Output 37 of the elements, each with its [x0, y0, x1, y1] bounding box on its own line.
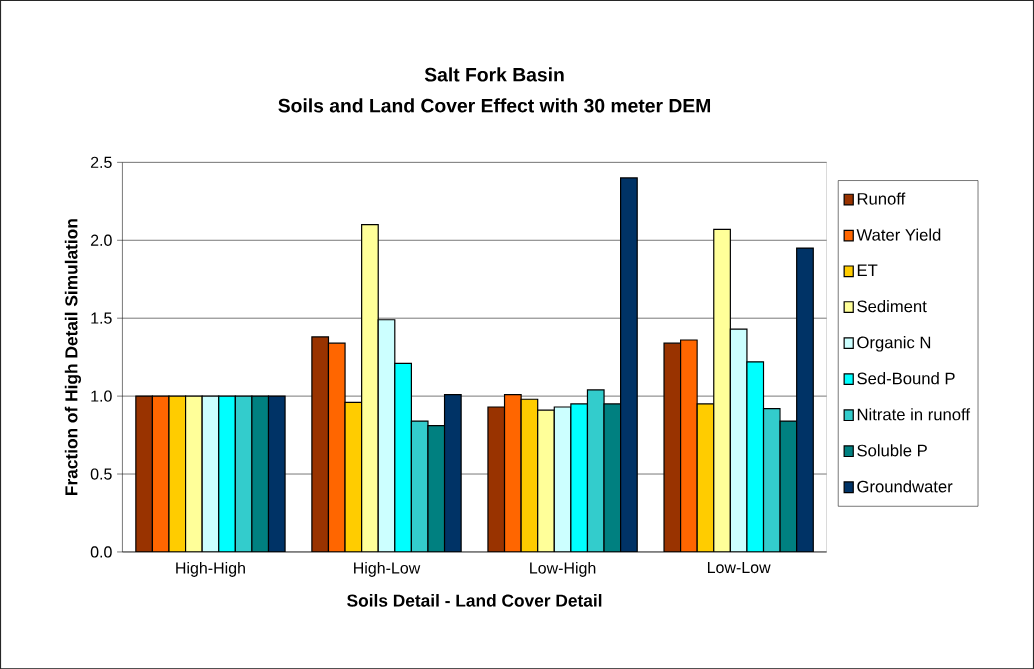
y-axis-title: Fraction of High Detail Simulation: [64, 219, 82, 495]
x-axis-title: Soils Detail - Land Cover Detail: [347, 593, 602, 607]
bar: [184, 395, 203, 552]
bar: [361, 223, 379, 552]
bar: [503, 393, 522, 552]
y-tick-label: 0.0: [90, 546, 112, 558]
bar: [537, 409, 555, 552]
legend-label: Water Yield: [856, 228, 941, 241]
bar: [427, 424, 446, 552]
x-tick-label: High-Low: [354, 561, 421, 577]
bar: [713, 228, 731, 552]
bar: [729, 328, 748, 552]
legend-label: Soluble P: [857, 444, 927, 457]
bar: [443, 393, 462, 552]
y-tick-label: 1.0: [91, 390, 112, 402]
legend-label: Sed-Bound P: [857, 371, 955, 385]
x-tick-label: High-High: [176, 561, 245, 577]
bar: [680, 339, 698, 552]
chart-title: Salt Fork Basin: [424, 67, 564, 82]
legend-label: Nitrate in runoff: [857, 407, 971, 421]
legend-label: Organic N: [857, 335, 931, 352]
bar: [796, 247, 814, 552]
bar: [327, 342, 346, 552]
x-tick-label: Low-Low: [707, 561, 771, 573]
legend-label: Groundwater: [857, 480, 953, 493]
legend-label: ET: [857, 264, 878, 276]
y-tick-label: 2.0: [90, 234, 112, 246]
legend-label: Runoff: [857, 192, 906, 205]
chart-subtitle: Soils and Land Cover Effect with 30 meter DEM: [278, 98, 711, 113]
bar: [377, 318, 396, 552]
x-tick-label: Low-High: [530, 561, 596, 577]
legend-label: Sediment: [857, 299, 927, 313]
y-tick-label: 1.5: [91, 312, 112, 324]
bar: [762, 407, 781, 552]
y-tick-label: 2.5: [90, 156, 112, 168]
y-tick-label: 0.5: [90, 468, 112, 480]
bar: [620, 177, 638, 552]
